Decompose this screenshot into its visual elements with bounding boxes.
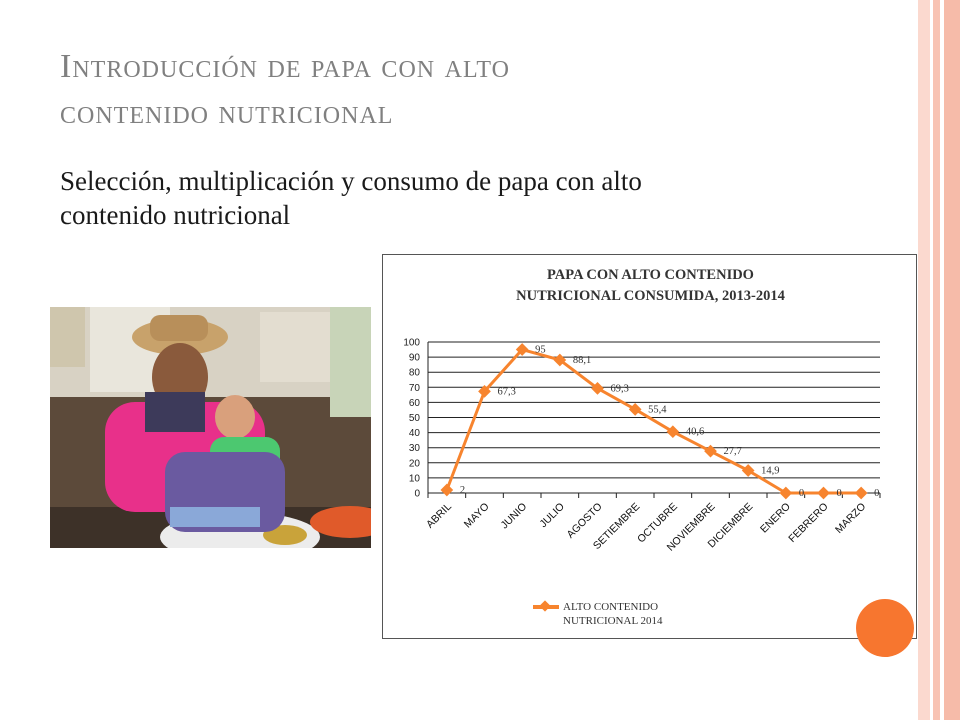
- decorative-stripe: [930, 0, 933, 720]
- y-tick-label: 70: [409, 383, 421, 394]
- slide-title: Introducción de papa con alto contenido …: [60, 44, 880, 136]
- chart-title-line: NUTRICIONAL CONSUMIDA, 2013-2014: [516, 288, 785, 304]
- slide-title-line: Introducción de papa con alto: [60, 48, 510, 85]
- decorative-stripe: [940, 0, 944, 720]
- data-label: 95: [535, 345, 546, 356]
- data-label: 55,4: [648, 404, 667, 415]
- decorative-circle: [856, 599, 914, 657]
- data-point: [440, 483, 454, 497]
- y-tick-label: 100: [403, 338, 420, 349]
- legend-label: ALTO CONTENIDO NUTRICIONAL 2014: [563, 601, 663, 627]
- data-point: [817, 486, 830, 500]
- data-label: 0: [874, 488, 879, 499]
- x-tick-label: ABRIL: [424, 501, 454, 531]
- data-label: 27,7: [724, 446, 742, 457]
- chart-title-line: PAPA CON ALTO CONTENIDO: [547, 267, 754, 283]
- chart-container: PAPA CON ALTO CONTENIDO NUTRICIONAL CONS…: [382, 254, 917, 639]
- y-tick-label: 20: [409, 458, 421, 469]
- slide-title-line: contenido nutricional: [60, 94, 394, 131]
- y-tick-label: 80: [409, 368, 421, 379]
- decorative-stripe: [918, 0, 930, 720]
- y-tick-label: 0: [414, 489, 420, 500]
- data-point: [666, 425, 680, 439]
- x-tick-label: ENERO: [758, 501, 793, 536]
- y-tick-label: 30: [409, 443, 421, 454]
- x-tick-label: FEBRERO: [786, 501, 830, 545]
- data-point: [741, 464, 755, 477]
- slide-subtitle-line: Selección, multiplicación y consumo de p…: [60, 166, 642, 196]
- decorative-stripe: [933, 0, 940, 720]
- photo-mother-feeding-child: [50, 307, 371, 548]
- data-label: 0: [799, 488, 804, 499]
- x-tick-label: MARZO: [833, 501, 868, 536]
- y-tick-label: 10: [409, 473, 421, 484]
- data-label: 40,6: [686, 427, 704, 438]
- decorative-stripe: [944, 0, 960, 720]
- photo-illustration: [50, 307, 371, 548]
- chart-title: PAPA CON ALTO CONTENIDO NUTRICIONAL CONS…: [383, 265, 918, 307]
- y-tick-label: 60: [409, 398, 421, 409]
- data-label: 2: [460, 485, 465, 496]
- data-label: 69,3: [611, 383, 629, 394]
- data-point: [854, 486, 868, 500]
- y-tick-label: 90: [409, 353, 421, 364]
- x-tick-label: MAYO: [462, 501, 492, 531]
- x-tick-label: JUNIO: [499, 501, 530, 532]
- data-label: 14,9: [761, 466, 779, 477]
- data-point: [779, 486, 793, 500]
- data-point: [704, 444, 717, 458]
- x-tick-label: JULIO: [537, 501, 567, 531]
- y-tick-label: 40: [409, 428, 421, 439]
- series-line: [445, 348, 862, 495]
- y-tick-label: 50: [409, 413, 421, 424]
- data-label: 88,1: [573, 355, 591, 366]
- slide-subtitle: Selección, multiplicación y consumo de p…: [60, 164, 860, 232]
- data-label: 67,3: [498, 386, 516, 397]
- data-label: 0: [837, 488, 842, 499]
- slide-subtitle-line: contenido nutricional: [60, 200, 291, 230]
- data-point: [628, 402, 642, 416]
